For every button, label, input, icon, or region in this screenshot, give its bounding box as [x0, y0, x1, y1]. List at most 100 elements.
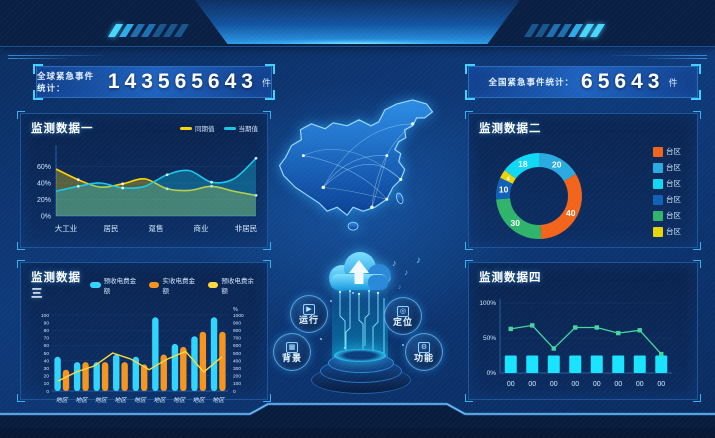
legend-item-current-period[interactable]: 当期值	[223, 123, 258, 133]
legend-item-receivable[interactable]: 预收电费金额	[90, 275, 140, 295]
panel-corner	[693, 394, 701, 402]
donut-chart-legend: 台区 台区 台区 台区 台区 台区	[653, 146, 681, 237]
svg-text:1000: 1000	[233, 313, 244, 319]
legend-label: 台区	[666, 227, 681, 236]
legend-swatch	[653, 226, 663, 237]
svg-text:200: 200	[233, 374, 241, 380]
run-icon: ▶	[303, 303, 315, 315]
legend-item-station[interactable]: 台区	[653, 210, 681, 221]
bar-chart-legend: 预收电费金额 实收电费金额 预收电费余额	[90, 275, 258, 295]
locate-button-label: 定位	[392, 316, 413, 327]
svg-text:10: 10	[499, 185, 509, 195]
svg-text:80: 80	[44, 328, 50, 334]
svg-text:40%: 40%	[37, 181, 51, 188]
function-button-label: 功能	[413, 352, 434, 363]
panel-corner	[465, 111, 473, 119]
svg-text:100%: 100%	[479, 300, 496, 307]
function-button[interactable]: ⚙ 功能	[405, 333, 443, 371]
legend-item-balance[interactable]: 预收电费余额	[208, 275, 258, 295]
bracket-corner	[691, 64, 701, 74]
legend-label: 台区	[666, 163, 681, 172]
china-map	[278, 99, 434, 231]
svg-text:非居民: 非居民	[235, 223, 258, 233]
svg-text:居民: 居民	[104, 224, 119, 233]
hainan-island	[347, 221, 359, 231]
svg-text:600: 600	[233, 343, 241, 349]
china-outline	[278, 99, 434, 216]
panel-monitor-data-4: 监测数据四 0% 50% 100% 00 00 00 00 00 00 00 00	[465, 260, 701, 402]
bracket-corner	[33, 90, 43, 100]
svg-text:100: 100	[41, 313, 49, 319]
panel-corner	[263, 260, 271, 268]
svg-text:20: 20	[44, 374, 50, 380]
panel-title: 监测数据四	[479, 272, 542, 284]
svg-text:地区: 地区	[173, 396, 186, 404]
network-nodes	[301, 122, 415, 210]
svg-text:900: 900	[233, 320, 241, 326]
legend-label: 实收电费金额	[162, 278, 195, 295]
svg-text:300: 300	[233, 366, 241, 372]
panel-monitor-data-1: 监测数据一 同期值 当期值 0% 20% 40% 60% 大工业 居民 趸售 商业 非居民	[17, 111, 271, 250]
svg-text:地区: 地区	[56, 396, 69, 404]
legend-label: 预收电费金额	[103, 278, 137, 295]
stat-label: 全球紧急事件统计：	[37, 71, 95, 93]
legend-item-station[interactable]: 台区	[653, 178, 681, 189]
svg-text:50: 50	[44, 351, 50, 357]
global-incident-stat: 全球紧急事件统计： 143565643 件	[33, 64, 275, 100]
legend-item-station[interactable]: 台区	[653, 226, 681, 237]
svg-text:40: 40	[44, 358, 50, 364]
svg-text:30: 30	[44, 366, 50, 372]
legend-label: 预收电费余额	[221, 278, 254, 295]
bar-line-chart: 0102030405060708090100010020030040050060…	[41, 307, 244, 404]
svg-text:%: %	[233, 307, 238, 313]
locate-button[interactable]: ◎ 定位	[384, 297, 422, 335]
svg-text:40: 40	[566, 208, 576, 218]
svg-text:10: 10	[44, 381, 50, 387]
legend-swatch	[149, 282, 160, 288]
svg-text:100: 100	[233, 381, 241, 387]
svg-text:20: 20	[552, 160, 562, 170]
panel-corner	[465, 394, 473, 402]
legend-label: 台区	[666, 211, 681, 220]
svg-text:20%: 20%	[37, 197, 51, 204]
svg-text:18: 18	[518, 159, 528, 169]
network-arcs	[303, 123, 413, 208]
header-stripes-right	[523, 24, 606, 37]
circuit-lines	[339, 290, 385, 356]
music-note-particle: ♪	[416, 255, 421, 266]
header-band	[0, 0, 715, 47]
legend-item-station[interactable]: 台区	[653, 194, 681, 205]
legend-label: 台区	[666, 179, 681, 188]
stat-value: 143565643	[107, 70, 258, 93]
legend-label: 同期值	[195, 126, 215, 133]
svg-text:90: 90	[44, 320, 50, 326]
svg-text:00: 00	[528, 381, 536, 388]
svg-text:500: 500	[233, 351, 241, 357]
percent-line-chart: 0% 50% 100% 00 00 00 00 00 00 00 00	[479, 299, 672, 388]
legend-item-prior-period[interactable]: 同期值	[180, 123, 215, 133]
function-icon: ⚙	[417, 341, 431, 353]
donut-chart: 20 40 30 10 4 18	[496, 153, 582, 239]
legend-item-station[interactable]: 台区	[653, 162, 681, 173]
svg-text:地区: 地区	[95, 396, 108, 404]
legend-swatch	[653, 178, 663, 189]
svg-text:60: 60	[44, 343, 50, 349]
svg-text:趸售: 趸售	[149, 223, 164, 233]
svg-text:4: 4	[507, 176, 511, 182]
bracket-corner	[691, 90, 701, 100]
panel-corner	[17, 394, 25, 402]
panel-corner	[263, 242, 271, 250]
background-button[interactable]: ▦ 背景	[273, 333, 311, 371]
svg-text:700: 700	[233, 336, 241, 342]
stat-unit: 件	[261, 77, 271, 88]
run-button[interactable]: ▶ 运行	[290, 295, 328, 333]
legend-label: 台区	[666, 147, 681, 156]
legend-item-station[interactable]: 台区	[653, 146, 681, 157]
taiwan-island	[396, 192, 404, 204]
svg-text:70: 70	[44, 336, 50, 342]
left-edge-decoration	[7, 53, 108, 61]
svg-text:00: 00	[593, 381, 601, 388]
right-edge-decoration	[607, 53, 708, 61]
svg-text:00: 00	[636, 381, 644, 388]
legend-item-received[interactable]: 实收电费金额	[149, 275, 199, 295]
